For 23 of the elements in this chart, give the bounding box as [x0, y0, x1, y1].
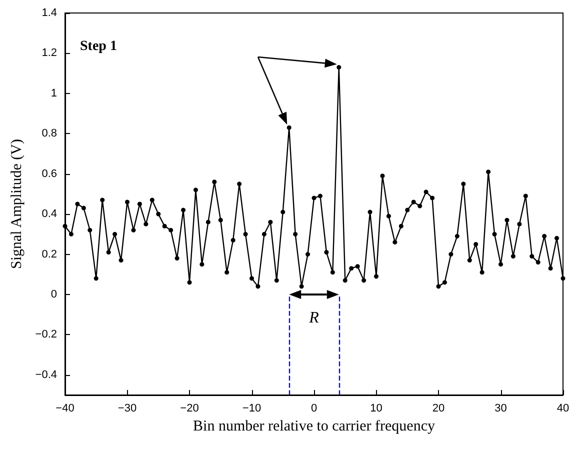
y-tick-label: −0.2	[35, 328, 57, 341]
x-tick-label: 40	[556, 402, 570, 414]
y-tick-label: 0.2	[42, 248, 57, 260]
y-tick-label: 1	[50, 87, 57, 100]
x-axis-title: Bin number relative to carrier frequency	[193, 418, 436, 434]
y-tick-label: 0	[50, 288, 57, 300]
x-tick-label: −30	[118, 402, 137, 414]
x-tick-label: 10	[370, 402, 382, 414]
y-tick-label: 0.8	[42, 128, 57, 140]
x-tick-label: 30	[494, 402, 507, 414]
y-axis-title: Signal Amplitude (V)	[8, 139, 25, 269]
annotation: Step 1	[80, 39, 117, 54]
x-tick-label: −10	[242, 402, 262, 414]
y-tick-label: 0.6	[42, 168, 57, 180]
x-tick-label: −40	[56, 402, 74, 414]
y-tick-label: −0.4	[35, 368, 57, 381]
y-tick-label: 0.4	[42, 208, 57, 220]
x-tick-label: 0	[310, 402, 318, 414]
y-tick-label: 1.4	[42, 7, 57, 19]
y-tick-label: 1.2	[42, 47, 57, 60]
x-tick-label: −20	[180, 402, 199, 414]
x-tick-label: 20	[432, 402, 445, 414]
annotation: R	[308, 309, 320, 326]
